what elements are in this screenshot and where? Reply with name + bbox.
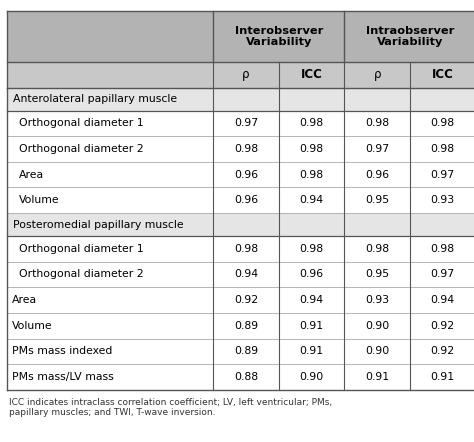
Text: 0.93: 0.93 <box>431 195 455 205</box>
Text: 0.95: 0.95 <box>365 270 389 279</box>
Text: 0.93: 0.93 <box>365 295 389 305</box>
Text: PMs mass indexed: PMs mass indexed <box>12 347 112 356</box>
Text: 0.94: 0.94 <box>300 195 324 205</box>
Text: 0.89: 0.89 <box>234 321 258 331</box>
Text: 0.91: 0.91 <box>365 372 389 382</box>
Bar <box>7 213 474 236</box>
Text: 0.96: 0.96 <box>300 270 324 279</box>
Text: 0.97: 0.97 <box>234 118 258 128</box>
Text: PMs mass/LV mass: PMs mass/LV mass <box>12 372 113 382</box>
Text: ICC indicates intraclass correlation coefficient; LV, left ventricular; PMs,
pap: ICC indicates intraclass correlation coe… <box>9 398 332 417</box>
Text: 0.98: 0.98 <box>431 118 455 128</box>
Bar <box>7 262 474 287</box>
Bar <box>7 313 474 339</box>
Bar <box>7 339 474 364</box>
Text: Orthogonal diameter 1: Orthogonal diameter 1 <box>19 118 143 128</box>
Text: 0.92: 0.92 <box>431 347 455 356</box>
Text: Orthogonal diameter 1: Orthogonal diameter 1 <box>19 244 143 254</box>
Bar <box>7 88 474 110</box>
Text: 0.90: 0.90 <box>365 347 389 356</box>
Text: 0.96: 0.96 <box>234 170 258 179</box>
Text: 0.98: 0.98 <box>365 244 389 254</box>
Text: 0.89: 0.89 <box>234 347 258 356</box>
Bar <box>7 187 474 213</box>
Bar <box>7 110 474 136</box>
Text: Area: Area <box>19 170 44 179</box>
Text: 0.91: 0.91 <box>300 321 324 331</box>
Text: 0.97: 0.97 <box>365 144 389 154</box>
Text: 0.91: 0.91 <box>431 372 455 382</box>
Text: 0.97: 0.97 <box>431 270 455 279</box>
Bar <box>7 62 474 88</box>
Text: 0.98: 0.98 <box>431 244 455 254</box>
Text: ρ: ρ <box>242 68 250 81</box>
Text: 0.88: 0.88 <box>234 372 258 382</box>
Text: Intraobserver
Variability: Intraobserver Variability <box>366 26 454 47</box>
Text: Orthogonal diameter 2: Orthogonal diameter 2 <box>19 270 143 279</box>
Text: Volume: Volume <box>19 195 59 205</box>
Text: Volume: Volume <box>12 321 52 331</box>
Text: 0.98: 0.98 <box>300 144 324 154</box>
Text: Area: Area <box>12 295 37 305</box>
Text: Posteromedial papillary muscle: Posteromedial papillary muscle <box>13 220 183 229</box>
Text: 0.94: 0.94 <box>300 295 324 305</box>
Text: Interobserver
Variability: Interobserver Variability <box>235 26 323 47</box>
Text: 0.92: 0.92 <box>431 321 455 331</box>
Text: 0.98: 0.98 <box>431 144 455 154</box>
Text: 0.96: 0.96 <box>234 195 258 205</box>
Text: Anterolateral papillary muscle: Anterolateral papillary muscle <box>13 94 177 104</box>
Bar <box>7 136 474 162</box>
Text: 0.90: 0.90 <box>365 321 389 331</box>
Text: 0.92: 0.92 <box>234 295 258 305</box>
Text: 0.95: 0.95 <box>365 195 389 205</box>
Text: 0.91: 0.91 <box>300 347 324 356</box>
Text: 0.98: 0.98 <box>365 118 389 128</box>
Bar <box>7 364 474 390</box>
Bar <box>7 11 474 62</box>
Text: ICC: ICC <box>432 68 454 81</box>
Text: Orthogonal diameter 2: Orthogonal diameter 2 <box>19 144 143 154</box>
Bar <box>7 287 474 313</box>
Text: 0.98: 0.98 <box>300 170 324 179</box>
Text: 0.90: 0.90 <box>300 372 324 382</box>
Text: 0.98: 0.98 <box>300 244 324 254</box>
Bar <box>7 236 474 262</box>
Text: ICC: ICC <box>301 68 322 81</box>
Text: 0.94: 0.94 <box>431 295 455 305</box>
Text: 0.94: 0.94 <box>234 270 258 279</box>
Text: 0.97: 0.97 <box>431 170 455 179</box>
Text: ρ: ρ <box>374 68 381 81</box>
Bar <box>7 162 474 187</box>
Text: 0.96: 0.96 <box>365 170 389 179</box>
Text: 0.98: 0.98 <box>234 244 258 254</box>
Text: 0.98: 0.98 <box>300 118 324 128</box>
Text: 0.98: 0.98 <box>234 144 258 154</box>
